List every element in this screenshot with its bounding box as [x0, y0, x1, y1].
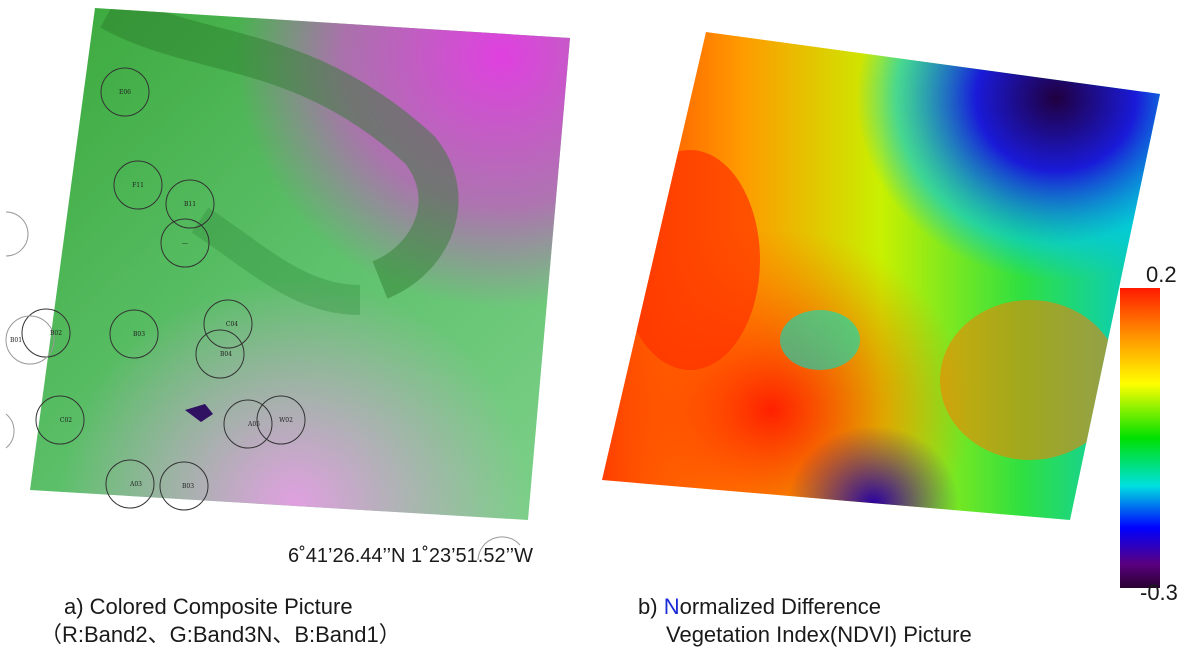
- coordinates-label: 6˚41’26.44’’N 1˚23’51.52’’W: [288, 545, 533, 567]
- marker-label: B04: [220, 351, 232, 358]
- marker-label: B01: [10, 337, 22, 344]
- composite-caption-line1: a) Colored Composite Picture: [64, 594, 353, 619]
- ndvi-caption-line1: b) Normalized Difference: [638, 594, 881, 620]
- ndvi-caption-prefix: b): [638, 594, 664, 619]
- ndvi-image-panel: [600, 20, 1170, 540]
- ndvi-colorbar: [1120, 288, 1160, 588]
- colorbar-gradient: [1120, 288, 1160, 588]
- marker-label: B11: [184, 201, 196, 208]
- ndvi-caption-rest: ormalized Difference: [679, 594, 881, 619]
- marker-label: E06: [119, 89, 131, 96]
- composite-image: E06 F11 B11 — C04 B02 B01 B03 B04 C02 A0…: [5, 8, 570, 560]
- marker-label: —: [182, 240, 188, 247]
- marker-circles: [21, 67, 306, 511]
- marker-label: C04: [226, 321, 238, 328]
- marker-label: B03: [182, 483, 194, 490]
- composite-image-panel: E06 F11 B11 — C04 B02 B01 B03 B04 C02 A0…: [0, 0, 590, 560]
- composite-caption-line2: （R:Band2、G:Band3N、B:Band1）: [40, 622, 401, 647]
- ndvi-image: [602, 32, 1160, 520]
- ndvi-caption-first-letter: N: [663, 594, 680, 619]
- colorbar-min-label: -0.3: [1140, 580, 1178, 605]
- marker-label: C02: [60, 417, 72, 424]
- ndvi-caption-line2: Vegetation Index(NDVI) Picture: [666, 622, 972, 647]
- marker-label: W02: [279, 417, 293, 424]
- marker-label: B02: [50, 330, 62, 337]
- marker-label: A03: [129, 481, 142, 488]
- marker-label: F11: [132, 182, 144, 189]
- colorbar-max-label: 0.2: [1146, 262, 1177, 287]
- marker-label: B03: [133, 331, 145, 338]
- marker-label: A05: [247, 421, 260, 428]
